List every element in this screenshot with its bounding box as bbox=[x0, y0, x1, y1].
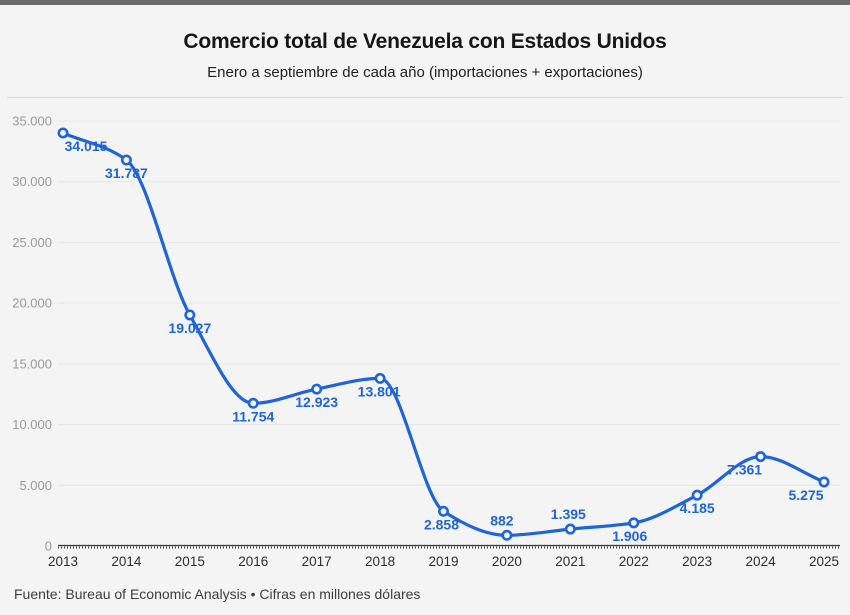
data-label-2024: 7.361 bbox=[727, 462, 762, 478]
data-point-2020[interactable] bbox=[501, 529, 513, 541]
data-point-2015[interactable] bbox=[184, 309, 196, 321]
data-point-2022[interactable] bbox=[628, 517, 640, 529]
data-label-2015: 19.027 bbox=[168, 320, 211, 336]
x-axis-tick-label: 2024 bbox=[746, 554, 777, 569]
data-point-2014[interactable] bbox=[120, 154, 132, 166]
x-axis-tick-label: 2017 bbox=[302, 554, 332, 569]
data-point-2018[interactable] bbox=[374, 372, 386, 384]
source-note: Fuente: Bureau of Economic Analysis • Ci… bbox=[14, 586, 421, 602]
x-axis-tick-label: 2015 bbox=[175, 554, 205, 569]
x-axis-tick-label: 2014 bbox=[111, 554, 142, 569]
chart-subtitle: Enero a septiembre de cada año (importac… bbox=[207, 64, 643, 81]
x-axis-tick-label: 2019 bbox=[428, 554, 458, 569]
x-axis-tick-label: 2025 bbox=[809, 554, 839, 569]
x-axis-tick-label: 2021 bbox=[555, 554, 585, 569]
x-axis-tick-label: 2023 bbox=[682, 554, 712, 569]
data-label-2018: 13.801 bbox=[358, 383, 401, 399]
data-point-2019[interactable] bbox=[437, 505, 449, 517]
data-label-2016: 11.754 bbox=[232, 408, 274, 424]
data-label-2014: 31.787 bbox=[105, 165, 148, 181]
x-axis-tick-label: 2020 bbox=[492, 554, 522, 569]
y-axis-tick-label: 0 bbox=[45, 539, 52, 554]
x-axis-tick-label: 2018 bbox=[365, 554, 395, 569]
x-axis-tick-label: 2013 bbox=[48, 554, 78, 569]
data-point-2023[interactable] bbox=[691, 489, 703, 501]
y-axis-tick-label: 5.000 bbox=[19, 478, 52, 493]
y-axis-tick-label: 20.000 bbox=[12, 296, 52, 311]
data-label-2013: 34.015 bbox=[65, 138, 108, 154]
y-axis-tick-label: 30.000 bbox=[12, 174, 52, 189]
data-point-2016[interactable] bbox=[247, 397, 259, 409]
data-label-2017: 12.923 bbox=[295, 394, 338, 410]
data-label-2019: 2.858 bbox=[424, 516, 459, 532]
y-axis-tick-label: 10.000 bbox=[12, 417, 52, 432]
data-point-2021[interactable] bbox=[564, 523, 576, 535]
data-point-2024[interactable] bbox=[755, 451, 767, 463]
line-chart: 0 5.000 10.000 15.000 20.000 25.000 30.000 35.0… bbox=[12, 114, 840, 569]
y-axis-tick-label: 15.000 bbox=[12, 356, 52, 371]
y-axis-tick-label: 35.000 bbox=[12, 114, 52, 129]
data-label-2022: 1.906 bbox=[612, 528, 647, 544]
x-axis-tick-label: 2022 bbox=[619, 554, 649, 569]
y-axis-tick-label: 25.000 bbox=[12, 235, 52, 250]
chart-header: Comercio total de Venezuela con Estados … bbox=[7, 5, 843, 98]
data-label-2025: 5.275 bbox=[788, 487, 823, 503]
chart-title: Comercio total de Venezuela con Estados … bbox=[183, 30, 667, 53]
data-point-2017[interactable] bbox=[311, 383, 323, 395]
data-label-2020: 882 bbox=[490, 512, 514, 528]
top-accent-bar bbox=[0, 0, 850, 5]
data-label-2021: 1.395 bbox=[551, 506, 586, 522]
data-point-2013[interactable] bbox=[57, 127, 69, 139]
data-label-2023: 4.185 bbox=[680, 500, 715, 516]
data-point-2025[interactable] bbox=[818, 476, 830, 488]
x-axis-tick-label: 2016 bbox=[238, 554, 268, 569]
